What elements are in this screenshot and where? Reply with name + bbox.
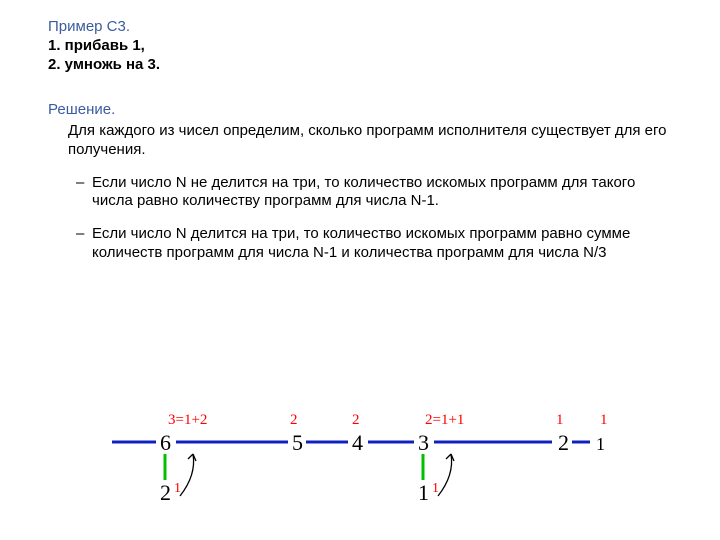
svg-text:2=1+1: 2=1+1 (425, 412, 464, 428)
svg-text:1: 1 (174, 481, 181, 496)
svg-text:4: 4 (352, 430, 363, 455)
heading-example: Пример С3. (48, 18, 680, 35)
bullet-dash: – (76, 225, 92, 263)
svg-text:1: 1 (418, 480, 429, 505)
heading-solution: Решение. (48, 101, 680, 118)
bullet-text: Если число N не делится на три, то колич… (92, 174, 680, 212)
svg-text:1: 1 (432, 481, 439, 496)
heading-command-2: 2. умножь на 3. (48, 56, 680, 73)
svg-text:3: 3 (418, 430, 429, 455)
svg-text:1: 1 (556, 412, 564, 428)
svg-text:2: 2 (558, 430, 569, 455)
number-line-diagram: 6543213=1+2222=1+1112111 (0, 380, 720, 520)
svg-text:3=1+2: 3=1+2 (168, 412, 207, 428)
svg-text:1: 1 (600, 412, 608, 428)
svg-text:2: 2 (352, 412, 360, 428)
svg-text:5: 5 (292, 430, 303, 455)
bullet-item: – Если число N делится на три, то количе… (76, 225, 680, 263)
bullet-dash: – (76, 174, 92, 212)
heading-command-1: 1. прибавь 1, (48, 37, 680, 54)
svg-text:2: 2 (160, 480, 171, 505)
bullet-text: Если число N делится на три, то количест… (92, 225, 680, 263)
intro-paragraph: Для каждого из чисел определим, сколько … (68, 122, 680, 160)
svg-text:1: 1 (596, 434, 605, 454)
svg-text:6: 6 (160, 430, 171, 455)
svg-text:2: 2 (290, 412, 298, 428)
bullet-item: – Если число N не делится на три, то кол… (76, 174, 680, 212)
